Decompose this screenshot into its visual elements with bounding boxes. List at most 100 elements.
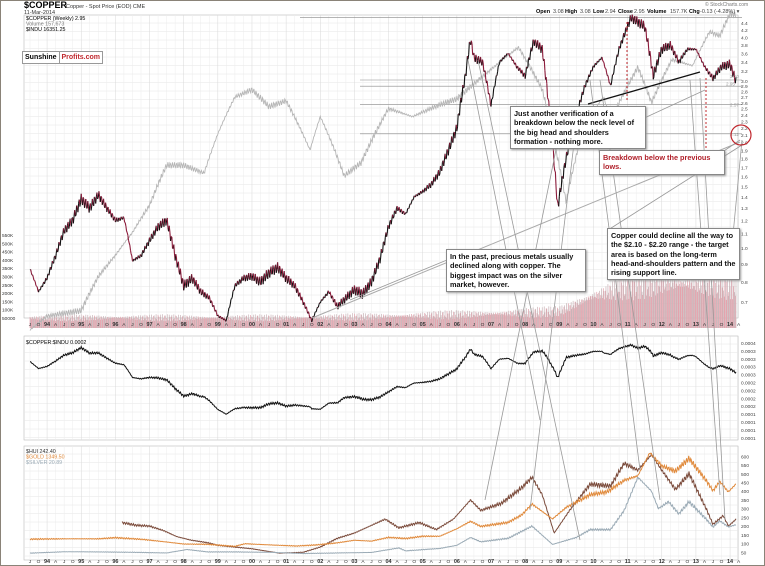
copper-segment [589, 70, 592, 75]
copper-segment [252, 273, 255, 281]
copper-segment [552, 150, 555, 166]
copper-segment [717, 67, 720, 71]
copper-segment [262, 276, 265, 285]
bottom-tick-label: 250 [741, 515, 749, 521]
year-tick-label: 12 [659, 559, 665, 565]
copper-segment [336, 302, 338, 307]
quarter-tick-label: J [336, 322, 339, 328]
copper-segment [547, 97, 549, 100]
quarter-tick-label: J [609, 322, 612, 328]
copper-segment [720, 66, 723, 71]
copper-segment [650, 66, 653, 69]
copper-segment [41, 283, 44, 288]
copper-segment [533, 39, 536, 46]
copper-segment [724, 61, 727, 65]
copper-segment [682, 52, 685, 55]
quarter-tick-label: J [473, 322, 476, 328]
price-tick-label: 1.3 [741, 206, 748, 212]
copper-segment [309, 316, 312, 319]
copper-segment [470, 40, 473, 44]
quarter-tick-label: A [464, 559, 468, 565]
year-tick-label: 94 [44, 322, 51, 328]
year-tick-label: 96 [112, 559, 118, 565]
copper-segment [38, 288, 41, 291]
quarter-tick-label: A [669, 322, 673, 328]
copper-segment [356, 286, 359, 296]
quarter-tick-label: A [259, 559, 263, 565]
copper-segment [107, 206, 110, 214]
copper-segment [566, 154, 569, 156]
quarter-tick-label: O [378, 559, 382, 565]
copper-segment [275, 269, 278, 273]
copper-segment [80, 193, 83, 202]
quarter-tick-label: J [678, 322, 681, 328]
header: $COPPER Copper - Spot Price (EOD) CME 11… [24, 0, 748, 16]
quarter-tick-label: J [165, 559, 168, 565]
year-tick-label: 96 [112, 322, 118, 328]
quarter-tick-label: J [370, 559, 373, 565]
copper-segment [194, 283, 197, 287]
copper-segment [585, 80, 587, 88]
copper-segment [681, 57, 684, 59]
copper-segment [658, 51, 661, 57]
copper-segment [510, 56, 512, 58]
quarter-tick-label: O [549, 322, 553, 328]
copper-segment [406, 208, 409, 213]
copper-segment [558, 196, 560, 207]
copper-segment [489, 95, 491, 105]
copper-segment [668, 45, 671, 50]
copper-segment [129, 250, 132, 254]
volume-value: 157.7K [670, 9, 688, 15]
copper-segment [139, 254, 142, 256]
price-tick-label: 2.4 [741, 113, 748, 119]
quarter-tick-label: O [686, 559, 690, 565]
copper-segment [191, 274, 193, 279]
copper-segment [532, 39, 535, 42]
copper-segment [30, 269, 32, 273]
copper-segment [661, 47, 664, 54]
copper-segment [613, 65, 616, 73]
quarter-tick-label: O [310, 559, 314, 565]
copper-segment [200, 293, 203, 296]
price-tick-label: 1.8 [741, 157, 748, 163]
copper-segment [128, 242, 131, 246]
quarter-tick-label: J [165, 322, 168, 328]
copper-segment [198, 289, 201, 294]
copper-segment [365, 285, 367, 289]
copper-segment [221, 317, 224, 320]
year-tick-label: 06 [454, 322, 460, 328]
copper-segment [296, 288, 299, 291]
year-tick-label: 94 [44, 559, 51, 565]
copper-segment [348, 291, 351, 300]
copper-segment [663, 49, 666, 52]
quarter-tick-label: A [498, 322, 502, 328]
high-label: High [565, 9, 578, 15]
quarter-tick-label: A [327, 559, 331, 565]
price-tick-label: 0.7 [741, 300, 748, 306]
copper-segment [169, 236, 172, 242]
copper-segment [99, 196, 102, 203]
copper-segment [587, 77, 589, 83]
copper-segment [628, 21, 631, 27]
year-tick-label: 01 [283, 559, 289, 565]
copper-segment [460, 95, 463, 103]
copper-segment [441, 162, 443, 171]
year-tick-label: 01 [283, 322, 289, 328]
copper-segment [225, 316, 228, 321]
price-tag: 2.12 [730, 132, 739, 137]
copper-segment [733, 70, 736, 81]
quarter-tick-label: J [131, 559, 134, 565]
quarter-tick-label: J [507, 559, 510, 565]
copper-segment [149, 240, 152, 242]
copper-segment [435, 174, 437, 176]
copper-segment [413, 195, 416, 198]
quarter-tick-label: J [439, 322, 442, 328]
copper-segment [134, 258, 137, 261]
copper-segment [208, 295, 211, 300]
quarter-tick-label: J [234, 322, 237, 328]
year-tick-label: 97 [146, 559, 152, 565]
legend-ratio: $COPPER:$INDU 0.0002 [26, 340, 86, 346]
copper-segment [610, 80, 613, 85]
quarter-tick-label: A [635, 559, 639, 565]
copper-segment [267, 269, 269, 279]
